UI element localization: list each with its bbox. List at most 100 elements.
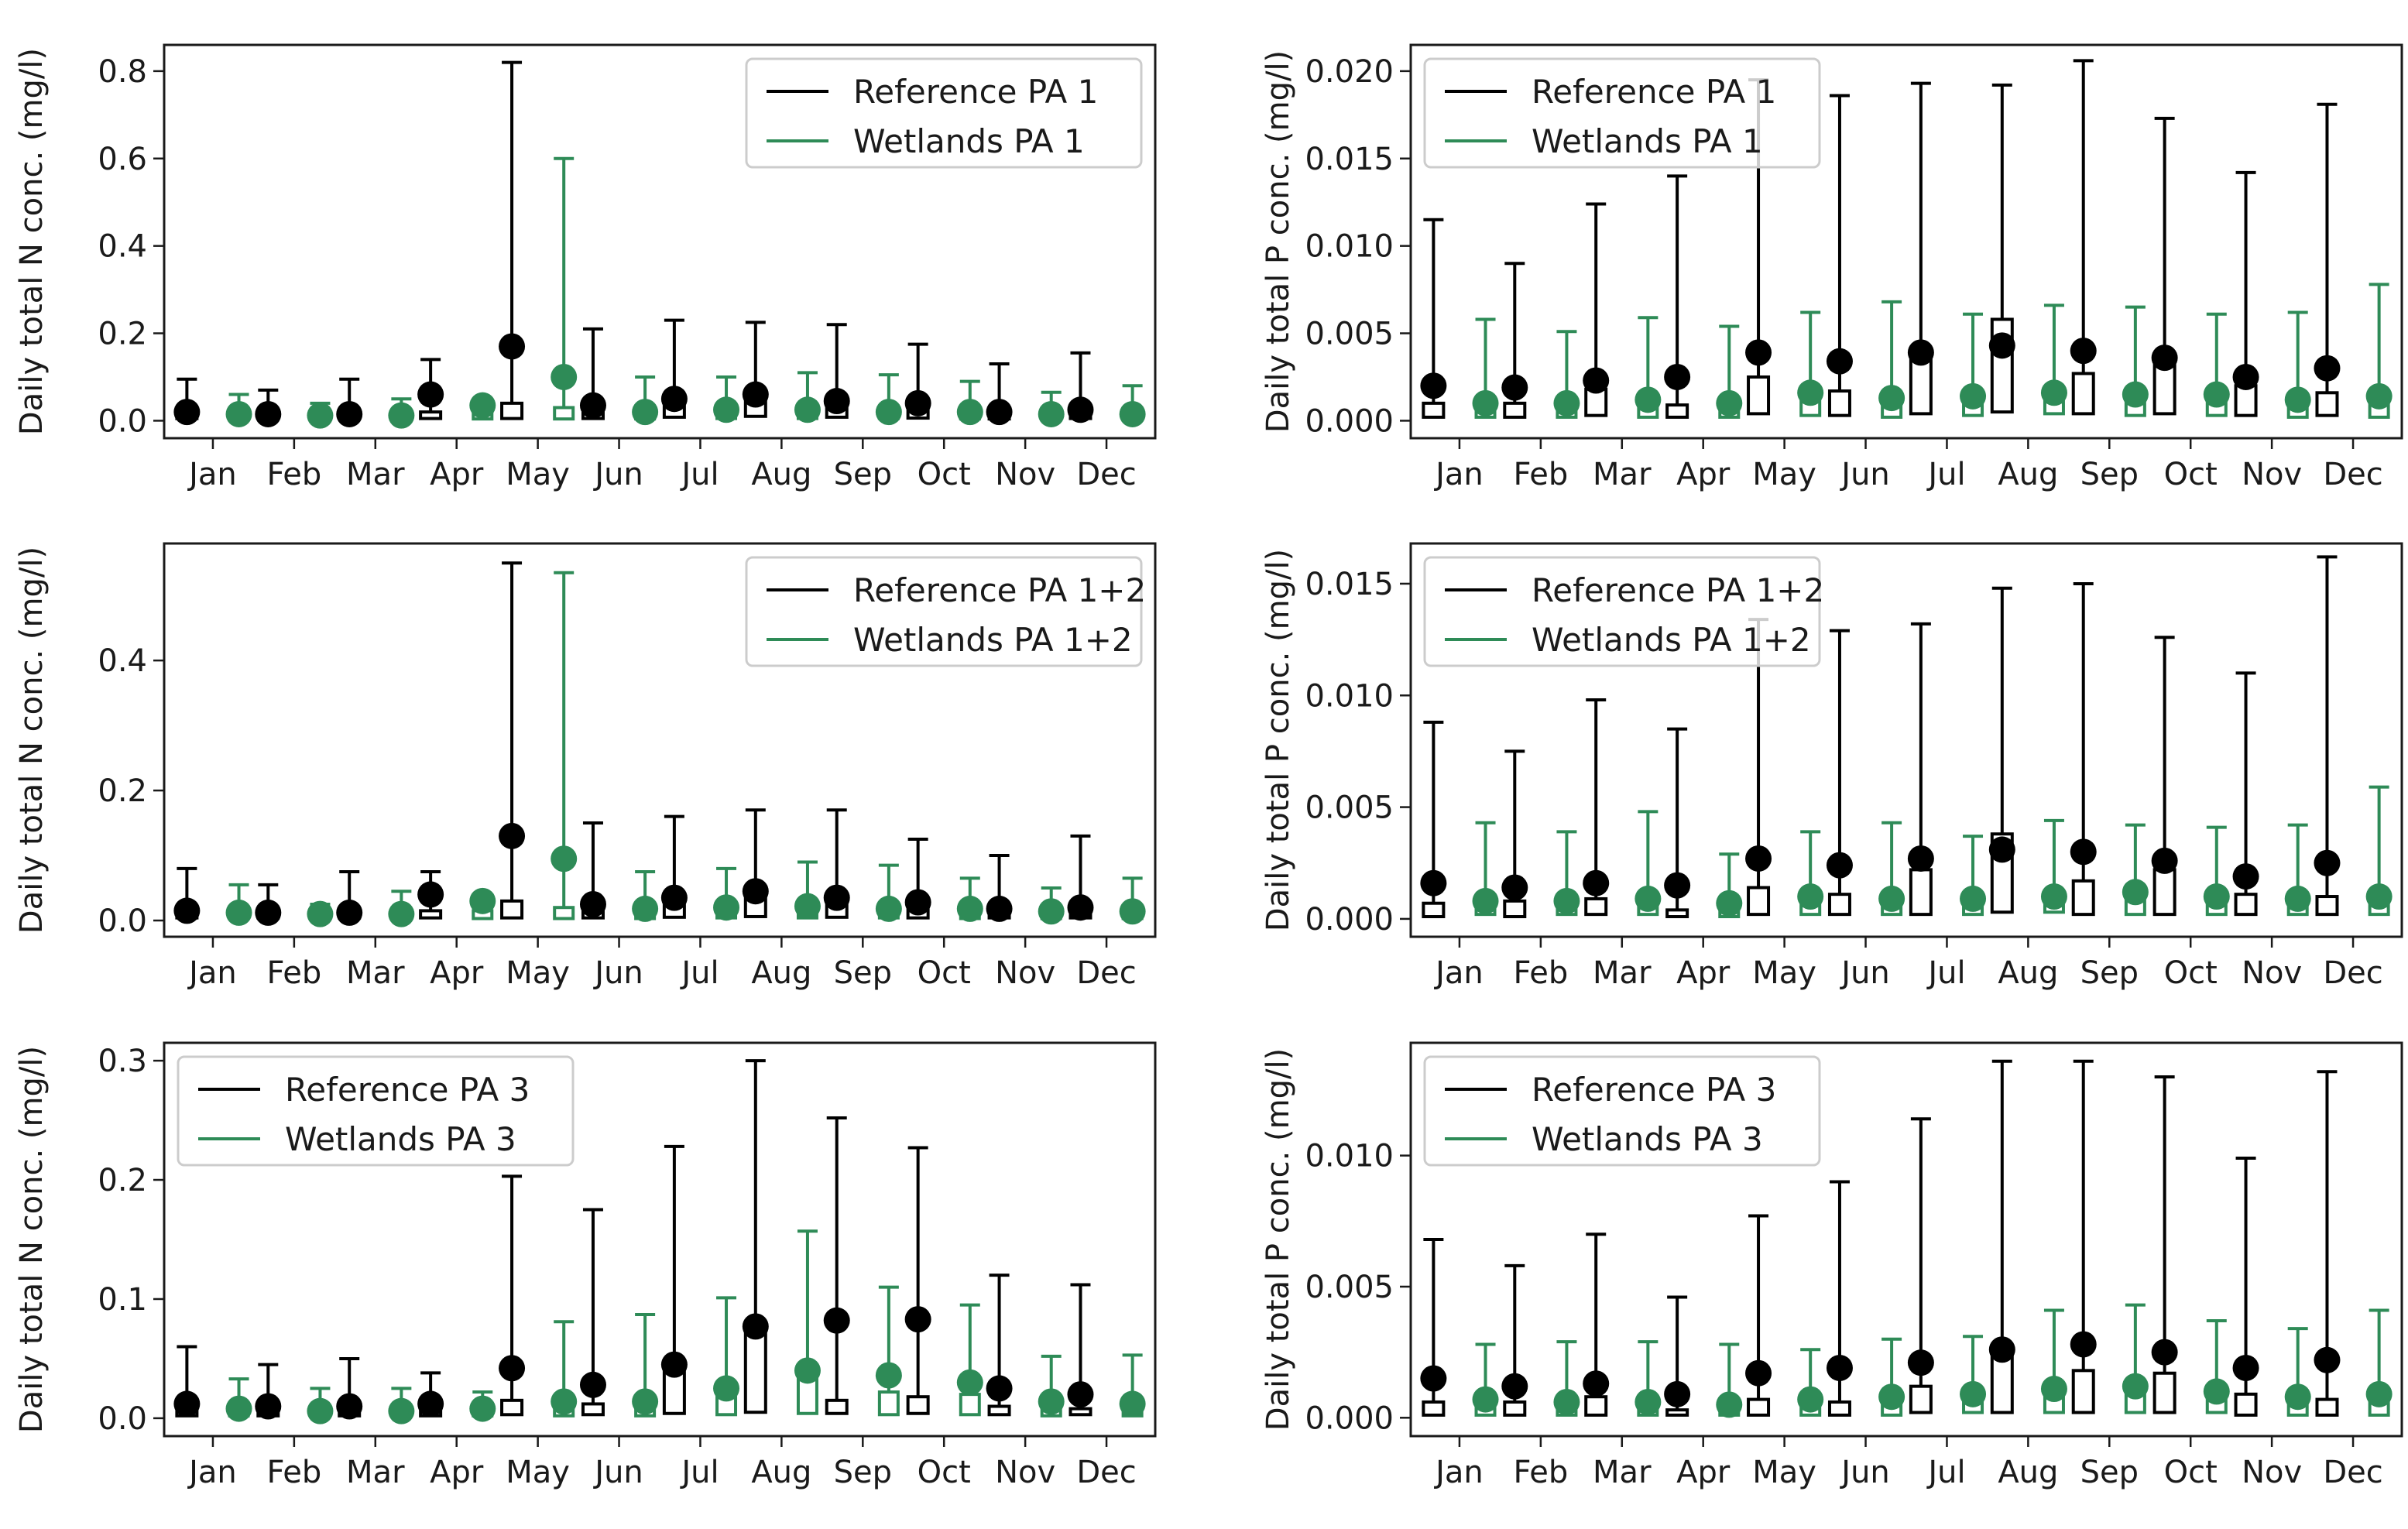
x-tick-label: Oct — [2164, 955, 2218, 991]
x-tick-label: Jun — [592, 457, 643, 492]
median-marker — [2040, 883, 2067, 910]
median-marker — [255, 899, 282, 926]
median-marker — [904, 889, 931, 916]
median-marker — [1583, 869, 1610, 896]
x-tick-label: Feb — [1513, 457, 1568, 492]
box — [1827, 893, 1851, 917]
x-tick-label: May — [1752, 457, 1816, 492]
median-marker — [388, 402, 415, 429]
median-marker — [225, 1395, 252, 1422]
median-marker — [1553, 389, 1580, 417]
median-marker — [1878, 385, 1905, 412]
y-tick-label: 0.4 — [98, 643, 147, 679]
median-marker — [904, 389, 931, 417]
x-tick-label: Jan — [187, 457, 237, 492]
box — [1584, 896, 1608, 917]
legend — [1423, 1055, 1821, 1167]
x-tick-label: Nov — [2242, 1455, 2302, 1490]
median-marker — [2040, 1376, 2067, 1403]
box — [1584, 1395, 1608, 1417]
median-marker — [417, 881, 444, 908]
median-marker — [632, 1388, 659, 1415]
y-tick-label: 0.010 — [1305, 1139, 1394, 1174]
x-tick-label: Sep — [834, 955, 892, 991]
median-marker — [417, 381, 444, 408]
median-marker — [1501, 874, 1528, 901]
median-marker — [1745, 1359, 1772, 1387]
median-marker — [986, 399, 1013, 426]
legend — [745, 556, 1143, 667]
box — [1665, 403, 1689, 419]
axes-frame — [1409, 43, 2403, 440]
median-marker — [551, 1388, 578, 1415]
axes-frame — [163, 43, 1157, 440]
median-marker — [336, 899, 363, 926]
y-tick-label: 0.1 — [98, 1282, 147, 1318]
x-tick-label: Feb — [1513, 1455, 1568, 1490]
box — [553, 906, 575, 920]
x-tick-label: Oct — [918, 955, 971, 991]
x-tick-label: Sep — [834, 1455, 892, 1490]
box — [1909, 1384, 1933, 1414]
median-marker — [713, 894, 740, 921]
chart-panel-5: 0.0 0.1 0.2 0.3 Jan Feb Mar Apr May Jun Jul Aug Sep O… — [14, 1041, 1157, 1490]
median-marker — [225, 899, 252, 926]
x-tick-label: Feb — [266, 1455, 321, 1490]
x-tick-label: Jul — [1926, 1455, 1965, 1490]
median-marker — [2284, 885, 2311, 912]
box — [1747, 375, 1771, 416]
y-axis-label: Daily total P conc. (mg/l) — [1261, 50, 1296, 433]
x-tick-label: Apr — [430, 1455, 484, 1490]
x-tick-label: Aug — [1998, 1455, 2058, 1490]
median-marker — [225, 400, 252, 427]
median-marker — [956, 1369, 983, 1396]
x-tick-label: Dec — [1076, 1455, 1136, 1490]
median-marker — [1960, 885, 1987, 912]
median-marker — [1797, 883, 1824, 910]
median-marker — [336, 400, 363, 427]
median-marker — [1716, 389, 1743, 417]
median-marker — [2151, 847, 2178, 874]
median-marker — [2203, 883, 2230, 910]
legend-label: Wetlands PA 1 — [1532, 122, 1763, 160]
median-marker — [1119, 1390, 1146, 1418]
x-tick-label: Oct — [918, 457, 971, 492]
box — [1990, 317, 2014, 414]
median-marker — [986, 895, 1013, 922]
legend-label: Wetlands PA 1 — [853, 122, 1085, 160]
legend-label: Wetlands PA 3 — [1532, 1120, 1763, 1158]
median-marker — [2070, 338, 2097, 365]
box — [1747, 886, 1771, 917]
x-tick-label: Dec — [2323, 955, 2382, 991]
box — [500, 401, 524, 420]
x-tick-label: Mar — [1593, 457, 1652, 492]
box — [553, 406, 575, 421]
median-marker — [1960, 1380, 1987, 1407]
box — [419, 410, 443, 420]
x-tick-label: Oct — [2164, 457, 2218, 492]
legend — [745, 57, 1143, 169]
box — [1069, 1407, 1093, 1417]
median-marker — [875, 399, 902, 426]
box — [959, 1393, 981, 1417]
box — [1503, 899, 1527, 919]
median-marker — [2365, 883, 2393, 910]
chart-panel-1: 0.0 0.2 0.4 0.6 0.8 Jan Feb Mar Apr May Jun Jul Aug S… — [14, 43, 1157, 492]
x-tick-label: Oct — [2164, 1455, 2218, 1490]
median-marker — [1119, 400, 1146, 427]
median-marker — [632, 895, 659, 922]
median-marker — [1988, 836, 2015, 863]
median-marker — [1960, 382, 1987, 410]
x-tick-label: Sep — [2080, 955, 2139, 991]
median-marker — [173, 897, 201, 924]
median-marker — [1472, 389, 1499, 417]
box — [1665, 1408, 1689, 1417]
median-marker — [307, 900, 334, 927]
median-marker — [388, 900, 415, 927]
median-marker — [742, 1313, 769, 1340]
x-tick-label: Nov — [2242, 955, 2302, 991]
x-tick-label: Dec — [2323, 1455, 2382, 1490]
median-marker — [1038, 400, 1065, 427]
x-tick-label: Jan — [1433, 457, 1484, 492]
